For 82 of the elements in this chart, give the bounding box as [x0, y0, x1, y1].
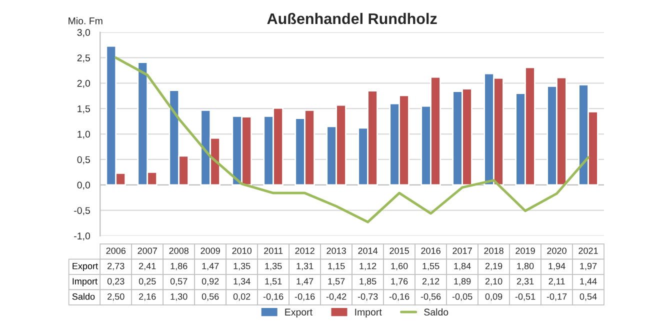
line-series [114, 56, 590, 224]
x-tick-label: 2007 [138, 248, 157, 254]
x-tick-label: 2021 [578, 248, 598, 254]
x-tick-label: 2008 [169, 248, 189, 254]
data-label: 1,12 [360, 262, 376, 270]
data-label: -0,05 [452, 293, 472, 301]
data-label: 1,35 [234, 262, 250, 270]
y-tick-label: 2,5 [77, 54, 90, 63]
legend-label: Import [355, 308, 382, 318]
data-label: -0,42 [326, 293, 346, 301]
y-tick-label: 3,0 [77, 29, 90, 38]
x-tick-label: 2006 [106, 248, 126, 254]
data-label: 1,86 [170, 262, 188, 270]
data-label: 1,30 [170, 293, 188, 301]
data-label: 1,76 [391, 278, 408, 286]
x-tick-label: 2020 [547, 248, 566, 254]
data-label: 1,44 [580, 278, 597, 286]
data-label: 1,34 [234, 278, 250, 286]
data-label: 1,89 [454, 278, 471, 286]
data-label: 0,02 [233, 293, 250, 301]
data-label: 1,57 [328, 278, 345, 286]
data-label: 2,16 [139, 293, 156, 301]
text: Import [72, 278, 98, 286]
x-tick-label: 2010 [232, 248, 252, 254]
data-label: -0,17 [546, 293, 567, 301]
data-label: 1,35 [265, 262, 282, 270]
data-label: 2,12 [422, 278, 440, 286]
data-label: 2,50 [108, 293, 124, 301]
y-tick-label: 0,0 [77, 182, 90, 190]
x-tick-label: 2011 [264, 248, 283, 254]
y-tick-label: 1,5 [78, 105, 90, 114]
data-label: 1,94 [548, 262, 566, 270]
legend-label: Export [285, 308, 312, 318]
y-axis-title: Mio. Fm [68, 17, 102, 24]
data-label: 0,23 [107, 278, 124, 286]
data-label: -0,16 [294, 293, 315, 301]
data-label: 1,80 [517, 262, 534, 270]
data-label: 1,85 [360, 278, 376, 286]
data-label: 1,15 [328, 262, 345, 270]
data-label: 0,54 [580, 293, 597, 301]
data-label: 0,92 [202, 278, 219, 286]
x-tick-label: 2015 [390, 248, 409, 254]
data-label: 0,56 [202, 293, 219, 301]
x-tick-label: 2009 [200, 248, 220, 254]
y-tick-label: 2,0 [77, 80, 90, 88]
x-tick-label: 2019 [516, 248, 535, 254]
data-label: 2,41 [139, 262, 156, 270]
data-label: 2,11 [548, 278, 565, 286]
data-label: 1,47 [202, 262, 219, 270]
data-label: 1,47 [296, 278, 314, 286]
data-label: 0,25 [138, 278, 156, 286]
data-label: 1,55 [422, 262, 440, 270]
x-tick-label: 2013 [326, 248, 346, 254]
x-tick-label: 2017 [452, 248, 472, 254]
data-label: 1,84 [454, 262, 471, 270]
data-label: 2,19 [485, 262, 502, 270]
data-label: 0,57 [170, 278, 188, 286]
text: Saldo [72, 293, 95, 300]
x-tick-label: 2018 [484, 248, 504, 254]
data-label: 1,97 [580, 262, 597, 270]
x-tick-label: 2012 [295, 248, 314, 254]
text: Export [72, 262, 98, 272]
x-tick-label: 2014 [358, 248, 378, 254]
data-label: -0,16 [263, 293, 284, 301]
chart-title: Außenhandel Rundholz [267, 12, 437, 24]
data-label: 1,60 [391, 262, 408, 270]
y-tick-label: 1,0 [78, 130, 90, 139]
x-tick-label: 2016 [421, 248, 440, 254]
data-label: 2,10 [485, 278, 502, 286]
y-tick-label: -1,0 [74, 232, 90, 241]
data-label: -0,73 [358, 293, 378, 301]
data-label: -0,16 [389, 293, 410, 301]
data-label: 1,51 [265, 278, 282, 286]
data-label: -0,51 [515, 293, 536, 301]
y-tick-label: 0,5 [77, 156, 90, 164]
data-label: -0,56 [420, 293, 441, 301]
data-label: 1,31 [296, 262, 314, 270]
legend-label: Saldo [424, 308, 448, 316]
y-tick-label: -0,5 [74, 207, 90, 216]
data-label: 0,09 [485, 293, 502, 301]
data-label: 2,31 [516, 278, 534, 286]
data-label: 2,73 [108, 262, 124, 270]
